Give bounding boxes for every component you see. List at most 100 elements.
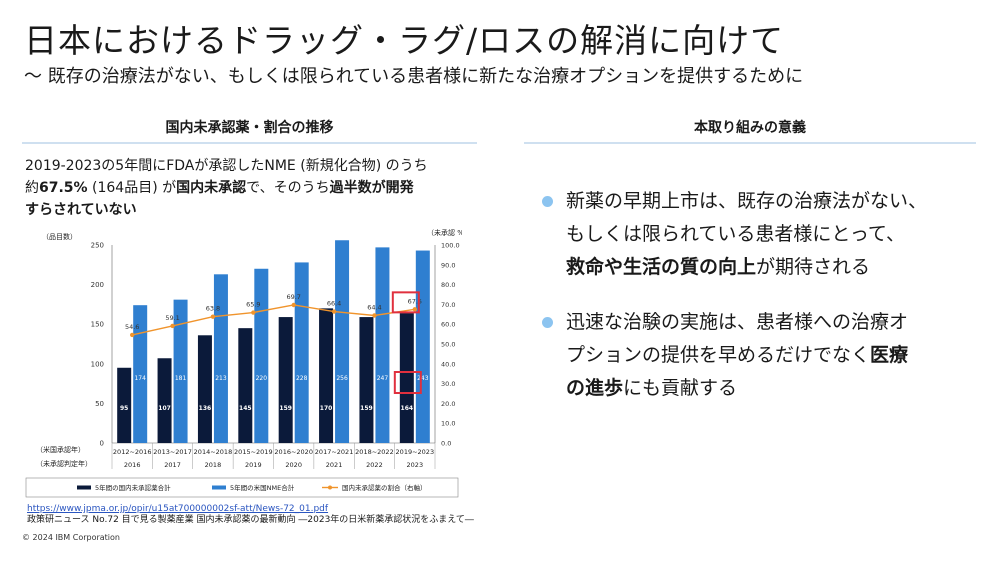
x-year-label: 2019 — [245, 461, 262, 469]
x-year-label: 2020 — [285, 461, 302, 469]
legend-label: 5年間の米国NME合計 — [230, 483, 295, 492]
ratio-point — [210, 314, 216, 319]
bullet-line: 迅速な治験の実施は、患者様への治療オ — [566, 311, 909, 333]
desc-text: (164品目) が — [87, 180, 177, 196]
bar-unapproved — [238, 328, 253, 443]
x-year-label: 2022 — [366, 461, 383, 469]
bar-us-nme — [133, 305, 148, 443]
bullet-emphasis: 救命や生活の質の向上 — [566, 256, 757, 278]
desc-line-2: 約67.5% (164品目) が国内未承認で、そのうち過半数が開発 — [25, 177, 485, 199]
x-category-label: 2018~2022 — [355, 448, 394, 456]
x-category-label: 2017~2021 — [315, 448, 354, 456]
bar-value-label: 95 — [120, 405, 128, 412]
bar-unapproved — [117, 367, 132, 443]
x-category-label: 2013~2017 — [153, 448, 192, 456]
y-tick-label: 200 — [91, 281, 104, 289]
y2-tick-label: 70.0 — [441, 301, 455, 309]
bar-value-label: 181 — [175, 375, 187, 382]
chart-description: 2019-2023の5年間にFDAが承認したNME (新規化合物) のうち 約6… — [25, 155, 485, 221]
bar-value-label: 247 — [377, 375, 389, 382]
legend-label: 国内未承認薬の割合（右軸） — [342, 483, 427, 492]
slide-title: 日本におけるドラッグ・ラグ/ロスの解消に向けて — [24, 21, 785, 60]
y-tick-label: 0 — [100, 440, 104, 448]
bar-unapproved — [359, 317, 374, 443]
y2-tick-label: 60.0 — [441, 321, 455, 329]
bullet-text: が期待される — [756, 256, 871, 278]
ratio-point — [412, 307, 418, 312]
bar-value-label: 136 — [199, 405, 212, 412]
bar-us-nme — [415, 250, 430, 443]
bullet-text: プションの提供を早めるだけでなく — [566, 344, 871, 366]
bar-value-label: 243 — [417, 375, 429, 382]
x-category-label: 2012~2016 — [113, 448, 152, 456]
right-axis-label: （未承認 %） — [427, 228, 462, 237]
y2-tick-label: 30.0 — [441, 380, 455, 388]
bar-us-nme — [335, 240, 350, 443]
x-year-label: 2023 — [407, 461, 424, 469]
x-category-label: 2015~2019 — [234, 448, 273, 456]
right-column-heading: 本取り組みの意義 — [694, 120, 806, 136]
bar-value-label: 170 — [320, 405, 333, 412]
y2-tick-label: 10.0 — [441, 420, 455, 428]
legend: 5年間の国内未承認薬合計 5年間の米国NME合計 国内未承認薬の割合（右軸） — [77, 483, 427, 492]
bullet-dot — [542, 317, 553, 328]
y2-tick-label: 0.0 — [441, 440, 451, 448]
bullet-emphasis: の進歩 — [566, 377, 624, 399]
bar-value-label: 107 — [158, 405, 171, 412]
x-category-label: 2014~2018 — [194, 448, 233, 456]
desc-line-1: 2019-2023の5年間にFDAが承認したNME (新規化合物) のうち — [25, 155, 485, 177]
y-tick-label: 250 — [91, 242, 104, 250]
left-axis-label: （品目数） — [42, 232, 77, 241]
bar-unapproved — [278, 317, 293, 443]
desc-emphasis: 国内未承認 — [176, 180, 247, 196]
desc-text: 2019-2023の5年間にFDAが承認したNME (新規化合物) のうち — [25, 158, 428, 174]
desc-emphasis: 67.5% — [39, 180, 88, 196]
ratio-value-label: 54.6 — [125, 323, 139, 331]
bullet-line: もしくは限られている患者様にとって、 — [566, 223, 905, 245]
bar-value-label: 159 — [360, 405, 373, 412]
ratio-line: 54.6 59.1 63.8 65.9 69.7 66.4 64.4 67.5 — [125, 291, 422, 394]
bars: 95 174 107 181 136 213 145 220 159 228 170 256 159 24… — [117, 240, 430, 443]
y2-tick-label: 90.0 — [441, 261, 455, 269]
x-year-label: 2021 — [326, 461, 343, 469]
desc-emphasis: 過半数が開発 — [329, 180, 414, 196]
desc-text: 約 — [25, 180, 39, 196]
bar-us-nme — [173, 299, 188, 443]
bar-unapproved — [197, 335, 212, 443]
x-category-label: 2019~2023 — [396, 448, 435, 456]
bar-us-nme — [294, 262, 309, 443]
legend-box — [25, 477, 459, 498]
source-link[interactable]: https://www.jpma.or.jp/opir/u15at7000000… — [27, 504, 329, 514]
bullet-line: 救命や生活の質の向上が期待される — [566, 251, 960, 284]
bar-us-nme — [254, 268, 269, 443]
bar-unapproved — [157, 358, 172, 443]
ratio-value-label: 66.4 — [327, 300, 341, 308]
row-label-judgement: （未承認判定年） — [36, 459, 92, 468]
bullet-line: 新薬の早期上市は、既存の治療法がない、 — [566, 190, 928, 212]
x-year-label: 2016 — [124, 461, 141, 469]
chart-container: （品目数） （未承認 %） （米国承認年） （未承認判定年） 95 174 107 1… — [22, 225, 471, 503]
bullet-item: 迅速な治験の実施は、患者様への治療オ プションの提供を早めるだけでなく医療 の進… — [540, 306, 960, 405]
ratio-point — [170, 323, 175, 329]
ratio-point — [331, 309, 337, 314]
ratio-point — [372, 313, 377, 318]
bullet-dot — [542, 196, 553, 207]
y2-tick-label: 80.0 — [441, 281, 455, 289]
bar-value-label: 213 — [215, 375, 227, 382]
axis-labels: 0 50 100 150 200 250 0.0 10.0 20.0 30.0 40.0 50.0 60… — [91, 242, 460, 470]
bar-us-nme — [213, 274, 228, 443]
bar-value-label: 228 — [296, 375, 308, 382]
unapproved-drugs-chart: （品目数） （未承認 %） （米国承認年） （未承認判定年） 95 174 107 1… — [25, 228, 471, 498]
y-tick-label: 150 — [91, 321, 104, 329]
bar-unapproved — [399, 313, 414, 443]
bullet-line: プションの提供を早めるだけでなく医療 — [566, 339, 960, 372]
x-year-label: 2018 — [205, 461, 222, 469]
ratio-value-label: 64.4 — [367, 303, 381, 311]
y-tick-label: 100 — [91, 360, 104, 368]
bullet-text: にも貢献する — [623, 377, 738, 399]
bullet-item: 新薬の早期上市は、既存の治療法がない、 もしくは限られている患者様にとって、 救… — [540, 185, 960, 284]
source-citation: https://www.jpma.or.jp/opir/u15at7000000… — [27, 504, 474, 526]
ratio-value-label: 63.8 — [206, 305, 220, 313]
bar-value-label: 145 — [239, 405, 252, 412]
bar-us-nme — [375, 247, 390, 443]
